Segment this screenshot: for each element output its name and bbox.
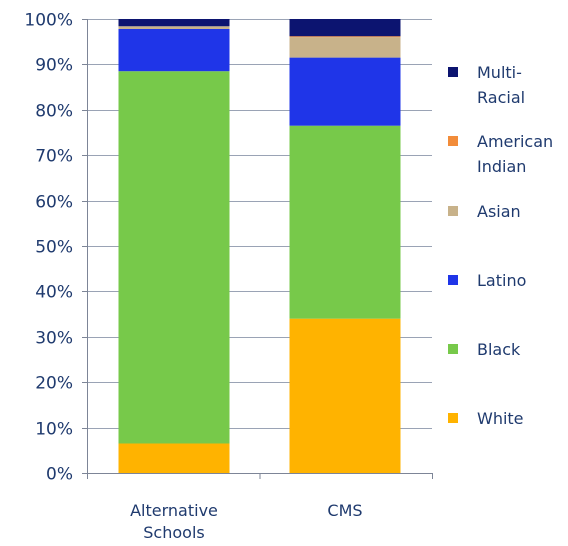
legend-label: Asian [477, 202, 521, 221]
legend-swatch [448, 206, 458, 216]
y-tick-label: 90% [35, 56, 73, 76]
legend-label-line: White [477, 409, 524, 428]
bars [118, 19, 401, 473]
legend-label-line: Indian [477, 157, 526, 176]
legend-swatch [448, 275, 458, 285]
legend-label: Latino [477, 271, 526, 290]
legend-swatch [448, 413, 458, 423]
x-category-label: CMS [327, 501, 362, 520]
legend-label-line: Asian [477, 202, 521, 221]
bar-segment-asian-0 [118, 26, 230, 29]
legend-label: Black [477, 340, 521, 359]
bar-segment-white-0 [118, 443, 230, 473]
x-category-label: Alternative Schools [130, 501, 218, 542]
y-tick-label: 10% [35, 420, 73, 440]
bar-segment-white-1 [289, 318, 401, 473]
legend-swatch [448, 344, 458, 354]
y-tick-label: 60% [35, 193, 73, 213]
bar-segment-latino-0 [118, 28, 230, 72]
y-tick-label: 0% [46, 465, 73, 485]
legend-label: American Indian [477, 132, 553, 176]
y-tick-label: 40% [35, 283, 73, 303]
legend-swatch [448, 67, 458, 77]
bar-segment-multi-racial-1 [289, 19, 401, 37]
y-tick-label: 100% [24, 11, 73, 31]
bar-segment-latino-1 [289, 57, 401, 126]
x-category-label-line: Alternative [130, 501, 218, 520]
x-category-label-line: CMS [327, 501, 362, 520]
legend-label-line: American [477, 132, 553, 151]
legend-label-line: Racial [477, 88, 525, 107]
bar-segment-black-0 [118, 71, 230, 444]
legend-label: Multi- Racial [477, 63, 525, 107]
axes: 0% 10% 20% 30% 40% 50% 60% 70% 80% 90% 100% Alterna… [24, 11, 433, 542]
x-category-label-line: Schools [143, 523, 204, 542]
legend-label: White [477, 409, 524, 428]
y-tick-label: 20% [35, 374, 73, 394]
legend-label-line: Latino [477, 271, 526, 290]
bar-segment-black-1 [289, 125, 401, 319]
bar-segment-multi-racial-0 [118, 19, 230, 27]
legend-label-line: Black [477, 340, 521, 359]
y-tick-label: 30% [35, 329, 73, 349]
legend-label-line: Multi- [477, 63, 522, 82]
legend-swatch [448, 136, 458, 146]
bar-segment-asian-1 [289, 37, 401, 58]
y-tick-label: 50% [35, 238, 73, 258]
y-tick-label: 70% [35, 147, 73, 167]
bar-segment-american-indian-1 [289, 36, 401, 38]
y-tick-label: 80% [35, 102, 73, 122]
legend: Multi- Racial American Indian Asian Latino Bla… [448, 63, 553, 428]
